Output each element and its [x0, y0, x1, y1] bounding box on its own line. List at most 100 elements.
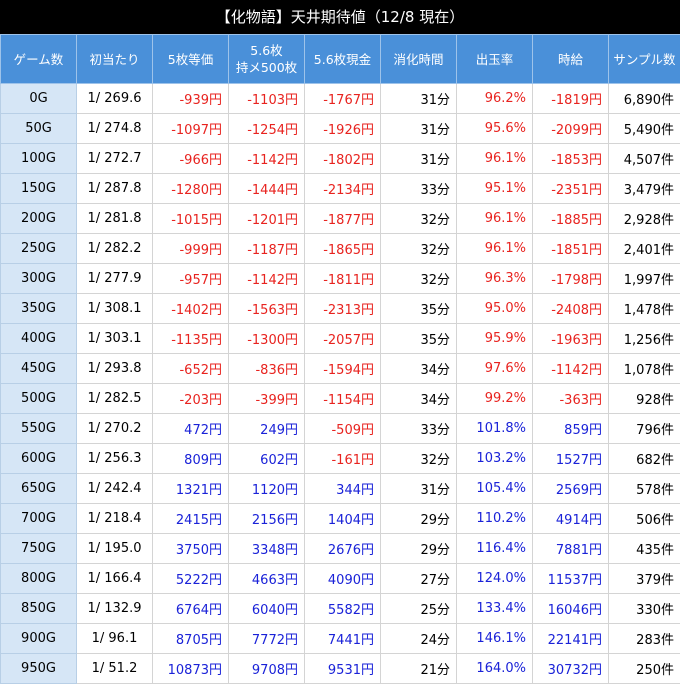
cell-hourly: -1798円: [533, 264, 609, 294]
cell-samples: 250件: [609, 654, 680, 684]
cell-5-6-cash: 7441円: [305, 624, 381, 654]
cell-first-hit: 1/ 166.4: [77, 564, 153, 594]
cell-5-6-hold: -1444円: [229, 174, 305, 204]
cell-5-6-hold: 6040円: [229, 594, 305, 624]
cell-samples: 379件: [609, 564, 680, 594]
cell-time: 31分: [381, 84, 457, 114]
cell-payout: 105.4%: [457, 474, 533, 504]
cell-game-count: 600G: [1, 444, 77, 474]
cell-5-equiv: 8705円: [153, 624, 229, 654]
cell-5-6-cash: -1865円: [305, 234, 381, 264]
cell-5-equiv: -203円: [153, 384, 229, 414]
cell-game-count: 450G: [1, 354, 77, 384]
cell-time: 27分: [381, 564, 457, 594]
cell-time: 31分: [381, 114, 457, 144]
cell-game-count: 300G: [1, 264, 77, 294]
cell-samples: 506件: [609, 504, 680, 534]
cell-5-6-hold: 7772円: [229, 624, 305, 654]
cell-hourly: 11537円: [533, 564, 609, 594]
header-payout: 出玉率: [457, 35, 533, 84]
cell-5-6-hold: -1142円: [229, 144, 305, 174]
header-first-hit: 初当たり: [77, 35, 153, 84]
cell-hourly: 859円: [533, 414, 609, 444]
cell-first-hit: 1/ 269.6: [77, 84, 153, 114]
cell-payout: 164.0%: [457, 654, 533, 684]
cell-first-hit: 1/ 242.4: [77, 474, 153, 504]
cell-5-6-hold: 1120円: [229, 474, 305, 504]
cell-5-6-hold: 4663円: [229, 564, 305, 594]
cell-5-6-hold: 9708円: [229, 654, 305, 684]
cell-5-6-cash: -1811円: [305, 264, 381, 294]
cell-5-6-cash: -1877円: [305, 204, 381, 234]
cell-first-hit: 1/ 281.8: [77, 204, 153, 234]
cell-payout: 95.9%: [457, 324, 533, 354]
cell-game-count: 250G: [1, 234, 77, 264]
cell-time: 24分: [381, 624, 457, 654]
cell-hourly: -2351円: [533, 174, 609, 204]
cell-5-6-hold: -1563円: [229, 294, 305, 324]
cell-5-6-cash: -2313円: [305, 294, 381, 324]
header-samples: サンプル数: [609, 35, 680, 84]
cell-first-hit: 1/ 51.2: [77, 654, 153, 684]
cell-samples: 2,928件: [609, 204, 680, 234]
cell-first-hit: 1/ 274.8: [77, 114, 153, 144]
cell-hourly: -1885円: [533, 204, 609, 234]
cell-5-equiv: -1402円: [153, 294, 229, 324]
cell-5-6-hold: -836円: [229, 354, 305, 384]
cell-time: 34分: [381, 384, 457, 414]
cell-5-equiv: -999円: [153, 234, 229, 264]
cell-hourly: -1851円: [533, 234, 609, 264]
cell-samples: 2,401件: [609, 234, 680, 264]
cell-time: 32分: [381, 204, 457, 234]
cell-hourly: 4914円: [533, 504, 609, 534]
cell-hourly: -2408円: [533, 294, 609, 324]
cell-game-count: 650G: [1, 474, 77, 504]
cell-5-equiv: -957円: [153, 264, 229, 294]
cell-first-hit: 1/ 287.8: [77, 174, 153, 204]
cell-samples: 928件: [609, 384, 680, 414]
cell-5-equiv: -1097円: [153, 114, 229, 144]
cell-samples: 435件: [609, 534, 680, 564]
cell-samples: 578件: [609, 474, 680, 504]
cell-5-6-hold: 249円: [229, 414, 305, 444]
cell-5-6-hold: -1254円: [229, 114, 305, 144]
cell-samples: 3,479件: [609, 174, 680, 204]
cell-time: 33分: [381, 174, 457, 204]
cell-5-equiv: 809円: [153, 444, 229, 474]
cell-samples: 283件: [609, 624, 680, 654]
cell-5-6-cash: 2676円: [305, 534, 381, 564]
cell-first-hit: 1/ 282.2: [77, 234, 153, 264]
cell-time: 25分: [381, 594, 457, 624]
header-5-equiv: 5枚等価: [153, 35, 229, 84]
cell-time: 35分: [381, 294, 457, 324]
cell-5-equiv: 2415円: [153, 504, 229, 534]
cell-payout: 95.0%: [457, 294, 533, 324]
cell-5-6-hold: -1103円: [229, 84, 305, 114]
cell-payout: 146.1%: [457, 624, 533, 654]
cell-hourly: -1142円: [533, 354, 609, 384]
cell-game-count: 0G: [1, 84, 77, 114]
cell-payout: 103.2%: [457, 444, 533, 474]
cell-first-hit: 1/ 132.9: [77, 594, 153, 624]
cell-payout: 96.2%: [457, 84, 533, 114]
cell-samples: 1,997件: [609, 264, 680, 294]
cell-5-6-cash: -1767円: [305, 84, 381, 114]
cell-5-6-cash: -509円: [305, 414, 381, 444]
cell-hourly: 16046円: [533, 594, 609, 624]
cell-time: 31分: [381, 144, 457, 174]
cell-samples: 1,078件: [609, 354, 680, 384]
